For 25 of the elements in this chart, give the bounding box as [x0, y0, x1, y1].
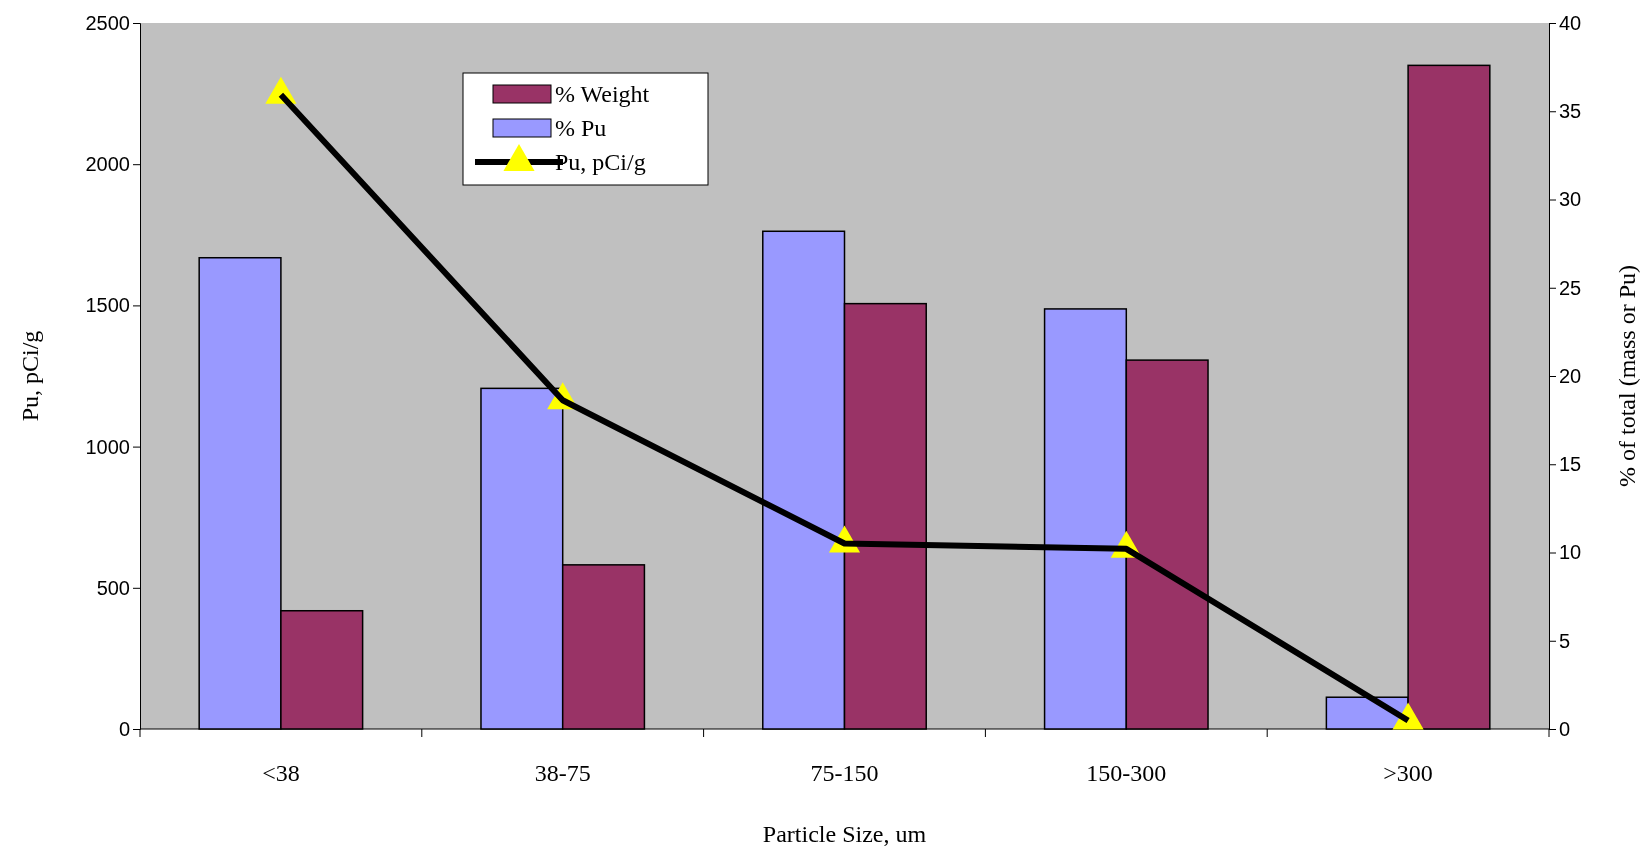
y-tick-label: 1500	[85, 294, 130, 317]
x-tick-label: >300	[1383, 760, 1433, 786]
y2-tick-label: 10	[1559, 541, 1582, 564]
y-tick-label: 500	[96, 576, 130, 599]
y2-axis-title: % of total (mass or Pu)	[1614, 265, 1640, 487]
x-tick-label: 75-150	[810, 760, 879, 786]
y2-tick-label: 15	[1559, 453, 1582, 476]
x-tick-label: <38	[262, 760, 300, 786]
y-tick-label: 1000	[85, 435, 130, 458]
y2-tick-label: 30	[1559, 188, 1582, 211]
x-axis-title: Particle Size, um	[762, 821, 927, 847]
y2-tick-label: 35	[1559, 100, 1582, 123]
x-tick-label: 38-75	[534, 760, 591, 786]
y2-tick-label: 0	[1559, 717, 1571, 740]
y-axis-title: Pu, pCi/g	[17, 330, 43, 422]
y2-tick-label: 40	[1559, 11, 1582, 34]
legend-label: % Pu	[555, 115, 607, 141]
x-tick-label: 150-300	[1086, 760, 1167, 786]
y-tick-label: 0	[118, 717, 130, 740]
y2-tick-label: 5	[1559, 629, 1571, 652]
y2-tick-label: 20	[1559, 364, 1582, 387]
y-tick-label: 2500	[85, 11, 130, 34]
y2-tick-label: 25	[1559, 276, 1582, 299]
y-tick-label: 2000	[85, 153, 130, 176]
legend-label: % Weight	[555, 81, 650, 107]
